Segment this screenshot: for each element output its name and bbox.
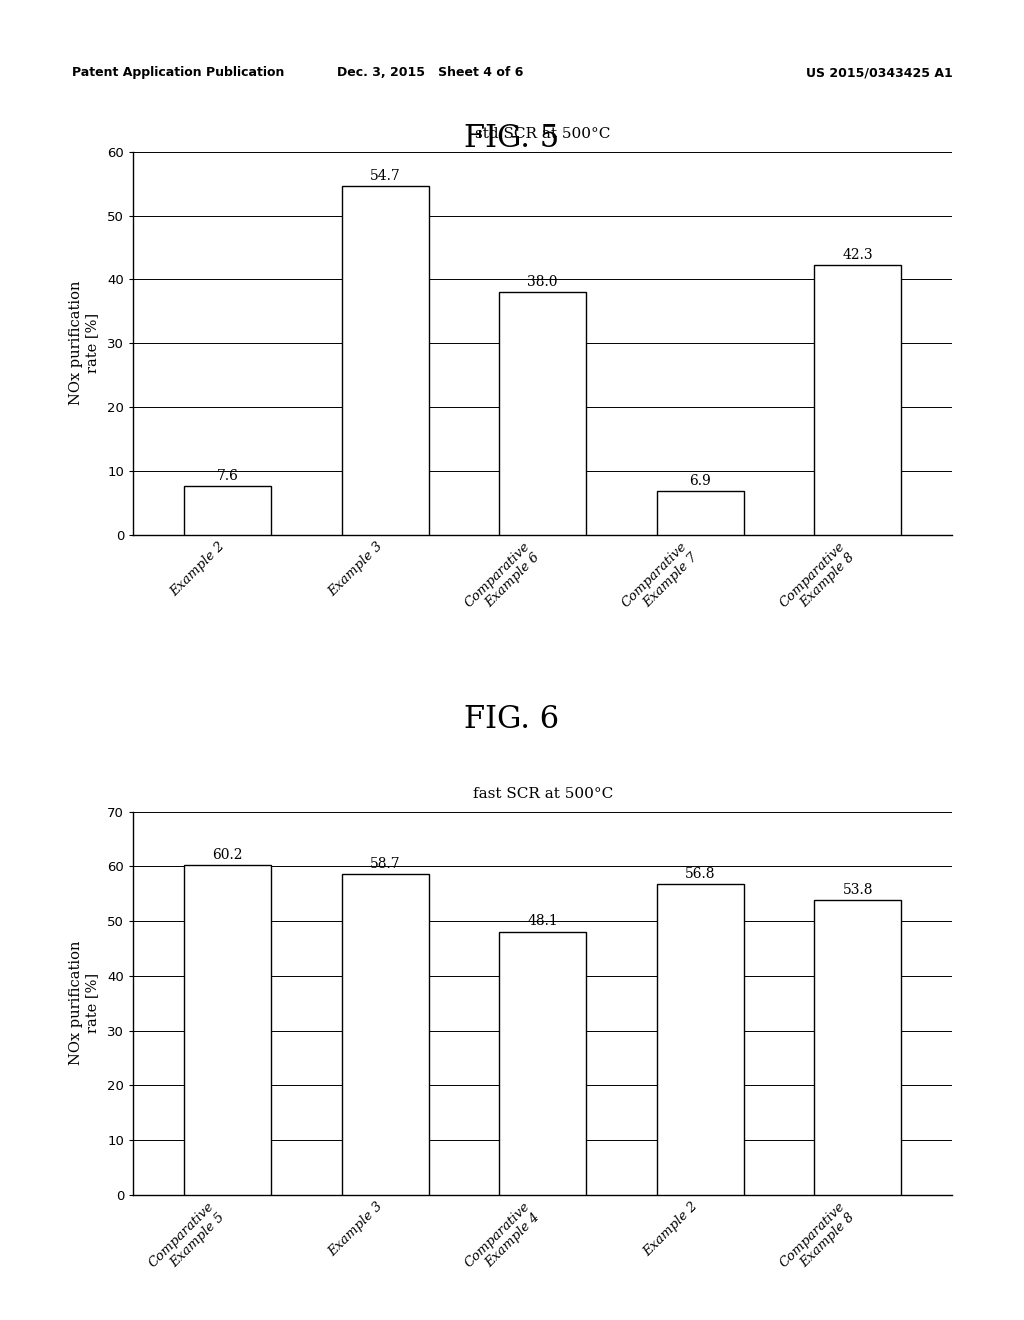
Bar [657,884,743,1195]
Text: 42.3: 42.3 [843,248,873,261]
Text: 6.9: 6.9 [689,474,711,487]
Title: std SCR at 500°C: std SCR at 500°C [475,127,610,141]
Bar [657,491,743,535]
Text: 60.2: 60.2 [212,849,243,862]
Text: 38.0: 38.0 [527,275,558,289]
Bar [500,932,586,1195]
Text: FIG. 6: FIG. 6 [465,704,559,735]
Bar [184,866,271,1195]
Text: 53.8: 53.8 [843,883,873,898]
Text: US 2015/0343425 A1: US 2015/0343425 A1 [806,66,952,79]
Bar [814,900,901,1195]
Y-axis label: NOx purification
rate [%]: NOx purification rate [%] [69,281,99,405]
Bar [184,486,271,535]
Bar [814,265,901,535]
Text: 58.7: 58.7 [370,857,400,870]
Title: fast SCR at 500°C: fast SCR at 500°C [473,787,612,801]
Text: 56.8: 56.8 [685,867,716,880]
Text: 54.7: 54.7 [370,169,400,182]
Text: FIG. 5: FIG. 5 [464,123,560,154]
Text: 7.6: 7.6 [217,469,239,483]
Bar [500,292,586,535]
Bar [342,186,428,535]
Text: Dec. 3, 2015   Sheet 4 of 6: Dec. 3, 2015 Sheet 4 of 6 [337,66,523,79]
Text: 48.1: 48.1 [527,915,558,928]
Text: Patent Application Publication: Patent Application Publication [72,66,284,79]
Bar [342,874,428,1195]
Y-axis label: NOx purification
rate [%]: NOx purification rate [%] [69,941,99,1065]
